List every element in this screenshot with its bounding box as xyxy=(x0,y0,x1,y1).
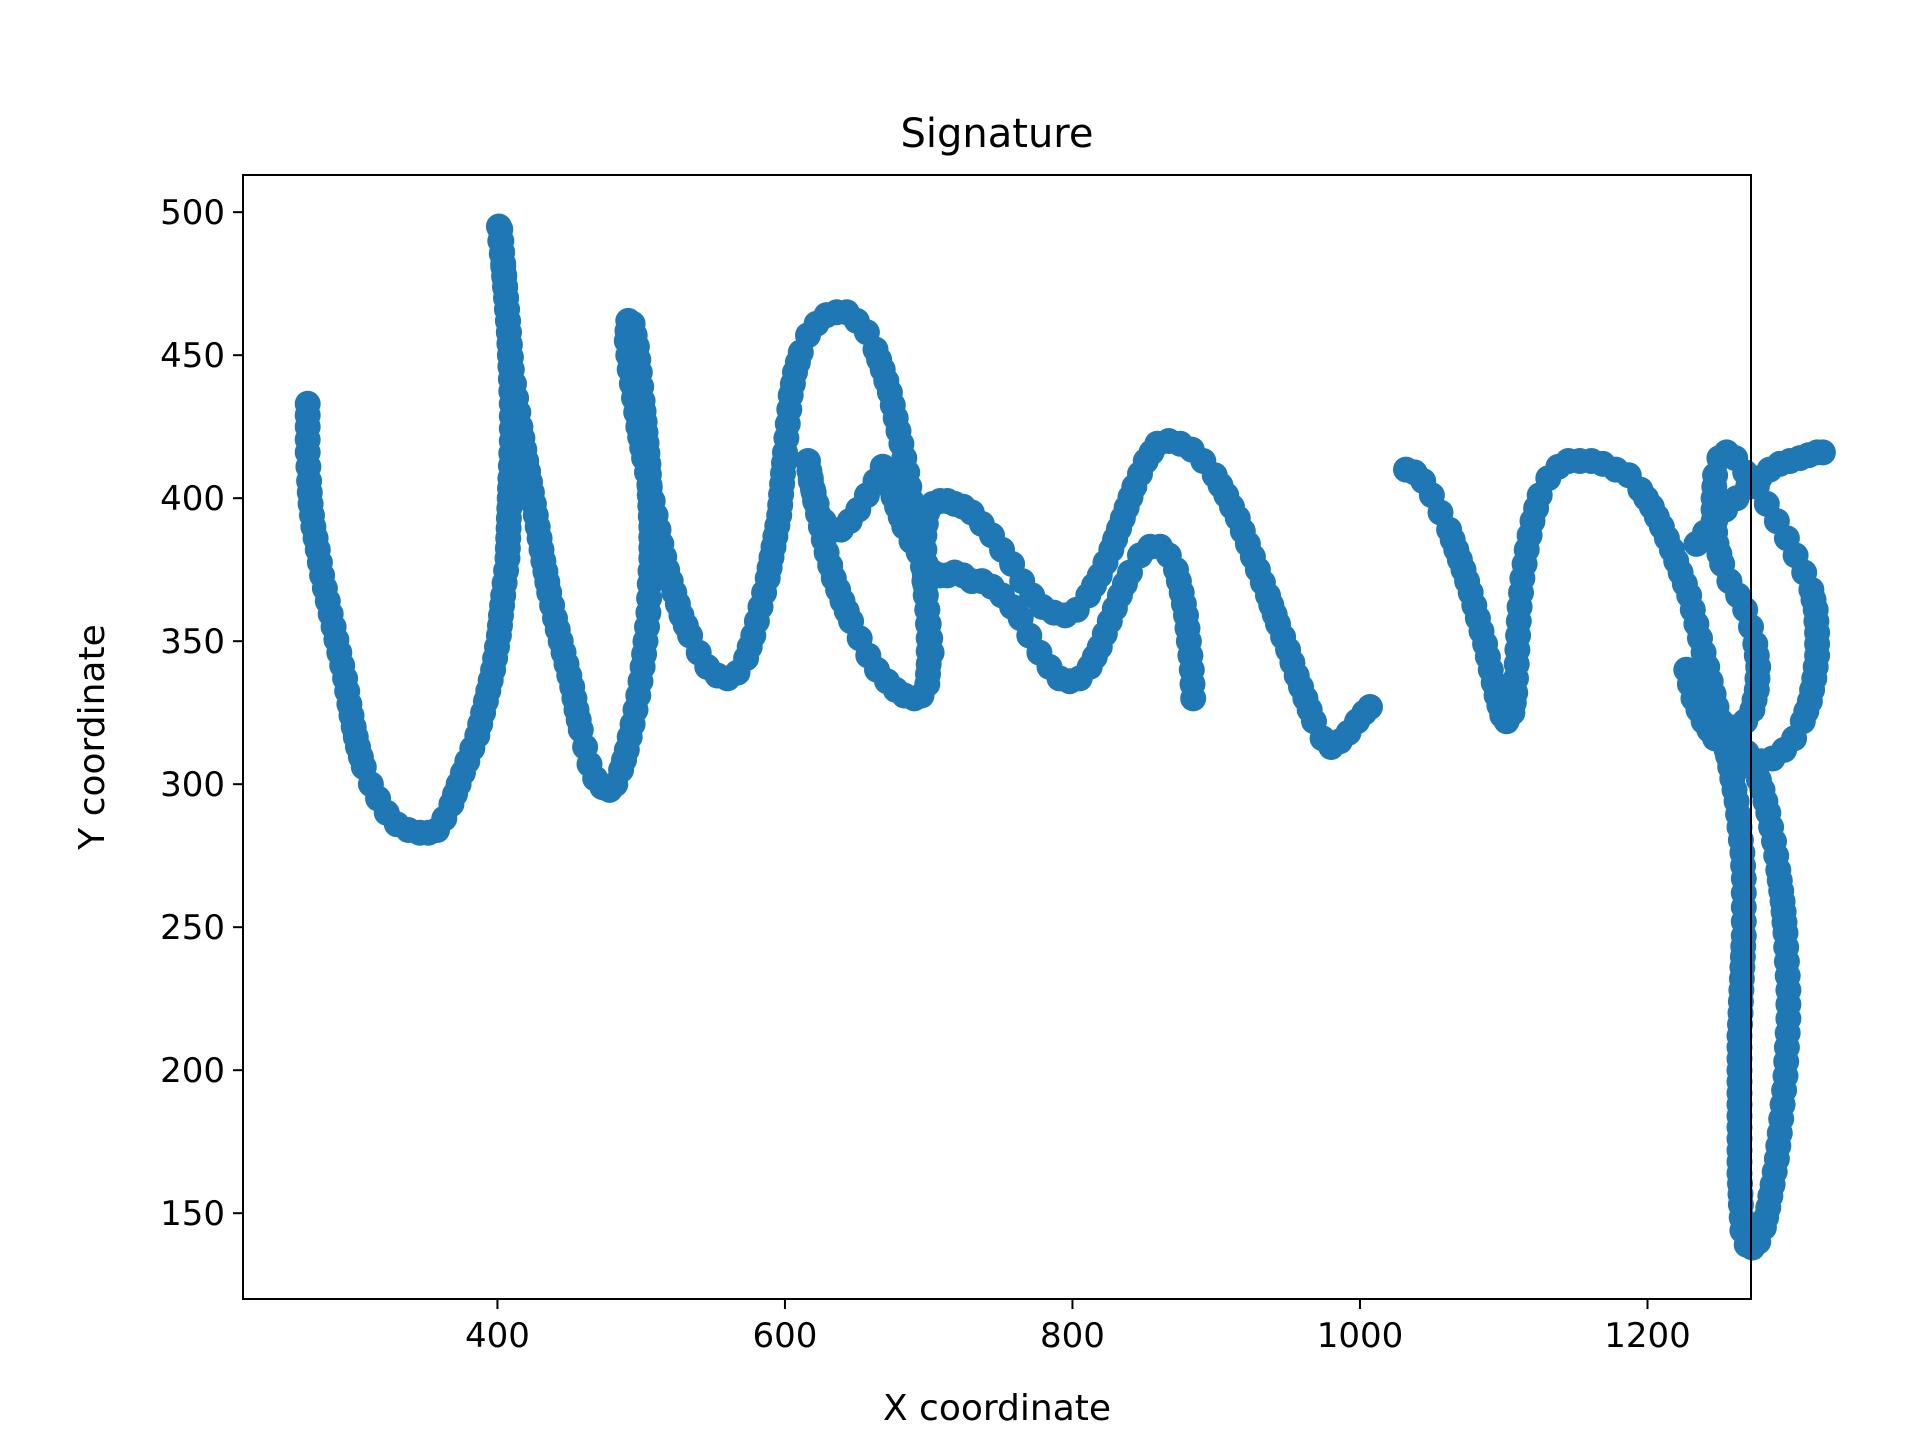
x-axis: 400 600 800 1000 1200 xyxy=(465,1299,1691,1356)
y-tick-label: 400 xyxy=(160,479,225,519)
plot-frame xyxy=(242,174,1752,1300)
y-tick-label: 450 xyxy=(160,336,225,376)
data-point xyxy=(1707,708,1734,735)
y-tick-label: 300 xyxy=(160,765,225,805)
data-points xyxy=(294,213,1836,1261)
y-axis: 150 200 250 300 350 400 450 500 xyxy=(160,193,243,1234)
x-tick-label: 800 xyxy=(1040,1316,1105,1356)
x-tick-label: 1200 xyxy=(1604,1316,1691,1356)
y-tick-label: 350 xyxy=(160,622,225,662)
data-point xyxy=(1357,694,1383,720)
y-axis-label: Y coordinate xyxy=(72,624,113,850)
y-tick-label: 500 xyxy=(160,193,225,233)
y-tick-label: 200 xyxy=(160,1051,225,1091)
x-tick-label: 400 xyxy=(465,1316,530,1356)
x-tick-label: 600 xyxy=(753,1316,818,1356)
x-tick-label: 1000 xyxy=(1317,1316,1404,1356)
data-point xyxy=(1809,439,1836,466)
x-axis-label: X coordinate xyxy=(883,1388,1111,1429)
y-tick-label: 150 xyxy=(160,1194,225,1234)
data-point xyxy=(1180,685,1207,712)
y-tick-label: 250 xyxy=(160,908,225,948)
chart-title: Signature xyxy=(901,111,1094,157)
